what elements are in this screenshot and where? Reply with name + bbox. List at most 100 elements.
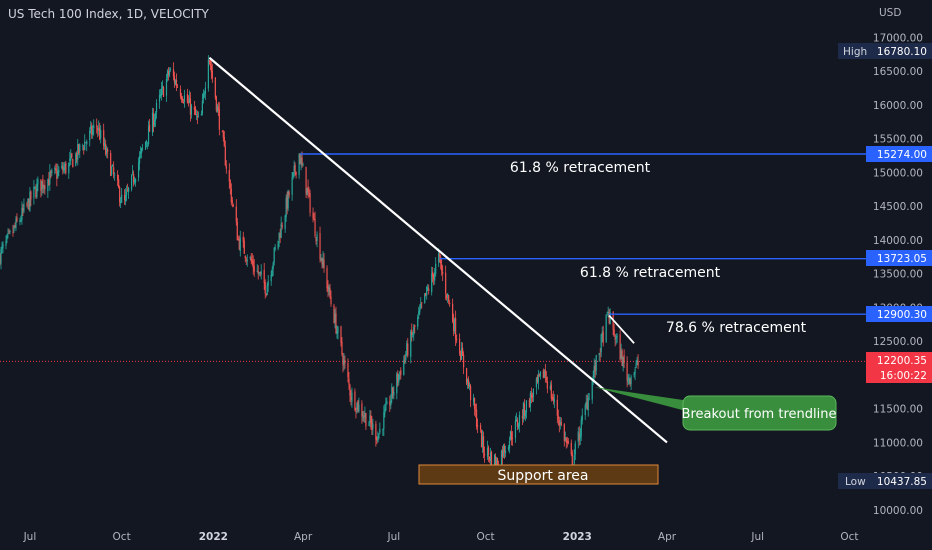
price-tick-0: 17000.00 [873,33,923,45]
candle-body [218,109,220,130]
candle-body [21,207,23,220]
candle-body [531,396,533,398]
candle-body [508,441,511,449]
candle-body [348,378,350,385]
candle-body [48,178,50,186]
candle-body [616,336,618,338]
candle-body [26,204,28,206]
candle-body [5,240,7,246]
candle-body [361,403,363,417]
candle-body [550,384,552,399]
candle-body [40,179,42,191]
candle-body [588,399,590,401]
candle-body [383,412,385,429]
candle-body [173,75,176,84]
candle-body [479,425,482,430]
candle-body [413,326,415,335]
candle-body [64,163,66,170]
candle-body [406,343,408,355]
level-tag-3-bg [866,306,932,322]
candle-body [552,397,554,401]
candle-body [483,453,486,456]
candle-body [251,259,253,263]
level-tag-1-bg [866,146,932,162]
candle-body [581,415,583,421]
candle-body [442,271,444,274]
candle-body [322,257,324,267]
candle-body [147,126,150,145]
candle-body [398,374,400,383]
candle-body [523,403,526,416]
candle-body [563,424,565,442]
candle-body [333,305,335,324]
candle-body [50,171,52,173]
candle-body [369,415,371,424]
time-label-6: 2023 [563,531,592,543]
chart-title: US Tech 100 Index, 1D, VELOCITY [8,7,209,21]
candle-body [169,69,172,71]
candle-body [223,136,225,147]
candle-body [121,194,123,203]
support-area[interactable]: Support area [418,464,659,485]
low-value: 10437.85 [877,476,927,488]
candle-body [465,368,468,384]
trendline-main[interactable] [208,56,668,444]
candle-body [454,318,456,332]
candle-body [78,144,80,154]
candle-body [305,167,307,194]
candle-body [565,438,567,443]
candle-body [448,295,450,302]
candle-body [54,168,56,170]
candle-body [592,375,594,381]
candle-body [197,115,200,117]
candle-body [482,435,485,453]
candle-body [72,159,74,168]
candle-body [606,312,608,314]
candle-body [487,447,490,455]
candle-body [230,188,232,203]
price-tick-1: 16500.00 [873,66,923,78]
candle-body [312,212,314,219]
support-label: Support area [497,468,588,484]
candle-body [270,274,272,282]
breakout-callout[interactable]: Breakout from trendline [594,387,837,431]
candle-body [472,398,475,402]
candle-body [585,401,587,406]
candle-body [633,373,635,376]
candle-body [0,255,1,264]
high-badge-bg [838,43,932,59]
candle-body [9,230,11,233]
candle-body [636,359,638,363]
candle-body [217,106,219,111]
candle-body [196,115,199,117]
candle-body [71,153,73,158]
candle-body [335,313,337,334]
candle-body [545,377,547,381]
candle-body [161,86,164,89]
candle-body [6,234,8,240]
high-label: High [843,46,867,58]
candle-body [61,165,63,168]
time-label-3: Apr [294,531,313,543]
support-box [418,464,659,485]
candle-body [47,179,49,192]
candle-body [237,238,239,240]
candle-body [515,419,518,421]
candle-body [308,191,310,193]
candle-body [154,113,157,121]
candle-body [221,131,223,133]
candle-body [446,294,448,299]
candle-body [158,94,161,102]
candle-body [627,378,629,382]
candle-body [107,149,109,152]
candle-body [613,329,615,337]
time-scale[interactable]: Jul Oct 2022 Apr Jul Oct 2023 Apr Jul Oct [23,531,859,543]
candle-body [44,185,46,190]
candle-body [193,106,196,110]
candle-body [357,400,359,411]
time-label-2: 2022 [199,531,228,543]
candle-body [516,419,519,427]
trendline-small[interactable] [608,314,635,344]
candle-body [166,70,169,78]
